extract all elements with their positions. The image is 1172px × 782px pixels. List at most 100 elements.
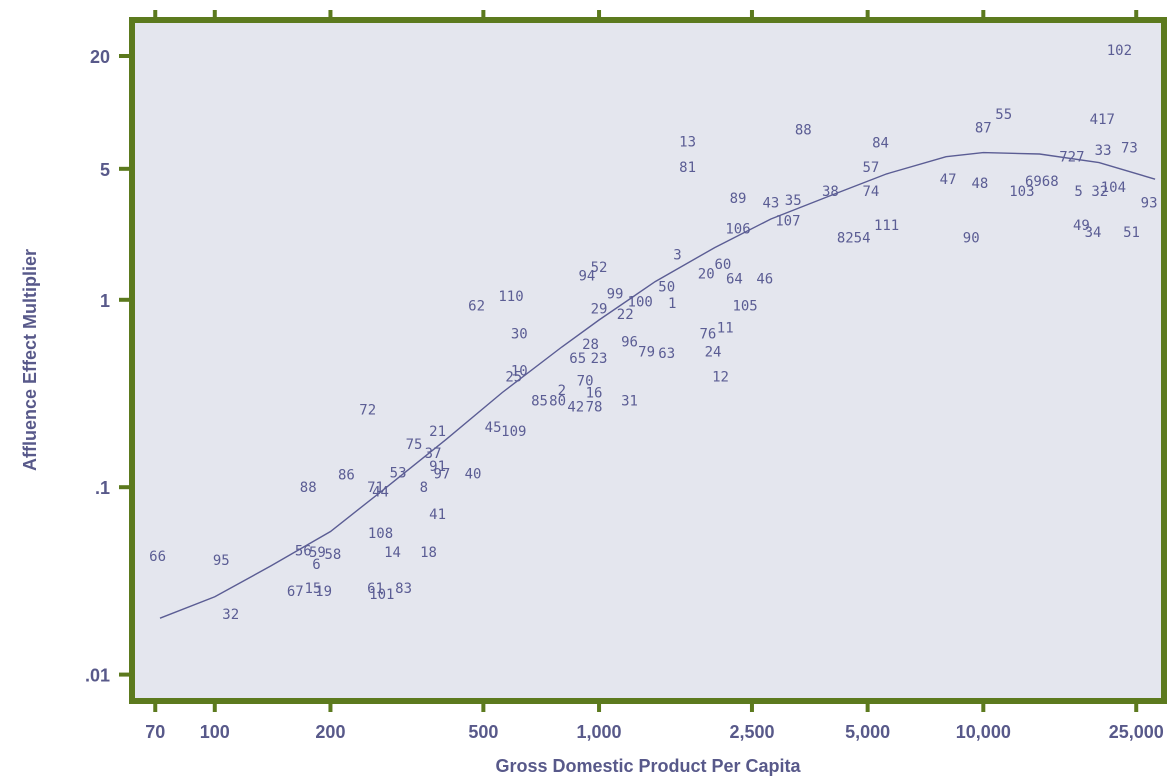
data-point-label: 99 [607, 287, 624, 303]
data-point-label: 88 [795, 123, 812, 139]
data-point-label: 10 [511, 363, 528, 379]
data-point-label: 30 [511, 327, 528, 343]
data-point-label: 32 [222, 607, 239, 623]
data-point-label: 94 [578, 268, 595, 284]
data-point-label: 13 [679, 134, 696, 150]
data-point-label: 16 [586, 386, 603, 402]
x-tick-label: 100 [200, 722, 230, 742]
data-point-label: 25 [505, 369, 522, 385]
data-point-label: 90 [963, 231, 980, 247]
data-point-label: 49 [1073, 218, 1090, 234]
data-point-label: 80 [549, 394, 566, 410]
data-point-label: 32 [1091, 184, 1108, 200]
data-point-label: 12 [712, 369, 729, 385]
x-tick-label: 25,000 [1109, 722, 1164, 742]
data-point-label: 59 [309, 545, 326, 561]
data-point-label: 87 [975, 121, 992, 137]
data-point-label: 55 [995, 107, 1012, 123]
data-point-label: 34 [1085, 225, 1102, 241]
y-tick-label: 5 [100, 160, 110, 180]
data-point-label: 33 [1095, 143, 1112, 159]
data-point-label: 107 [775, 214, 800, 230]
data-point-label: 14 [384, 545, 401, 561]
data-point-label: 89 [730, 191, 747, 207]
data-point-label: 76 [699, 327, 716, 343]
y-axis: .01 .1 1 5 20 [85, 47, 132, 686]
data-point-label: 1 [668, 296, 676, 312]
data-point-label: 71 [367, 480, 384, 496]
data-point-label: 15 [304, 581, 321, 597]
data-point-label: 108 [368, 526, 393, 542]
plot-area [129, 17, 1167, 704]
data-point-label: 101 [369, 587, 394, 603]
data-point-label: 29 [591, 301, 608, 317]
data-point-label: 79 [638, 345, 655, 361]
data-point-label: 23 [591, 351, 608, 367]
data-point-label: 24 [705, 345, 722, 361]
data-point-label: 21 [429, 424, 446, 440]
data-point-label: 72 [359, 402, 376, 418]
x-tick-label: 1,000 [577, 722, 622, 742]
data-point-label: 8254 [837, 231, 871, 247]
data-point-label: 67 [287, 584, 304, 600]
data-point-label: 42 [567, 399, 584, 415]
data-point-label: 5 [1074, 184, 1082, 200]
data-point-label: 96 [621, 334, 638, 350]
data-point-label: 11 [717, 321, 734, 337]
data-point-label: 50 [658, 279, 675, 295]
data-point-label: 20 [698, 267, 715, 283]
data-point-label: 417 [1090, 112, 1115, 128]
data-point-label: 86 [338, 467, 355, 483]
x-axis: 70 100 200 500 1,000 2,500 5,000 10,000 25,000 [145, 10, 1164, 742]
data-point-label: 91 [429, 459, 446, 475]
data-point-label: 18 [420, 545, 437, 561]
data-point-label: 111 [874, 218, 899, 234]
data-point-label: 85 [531, 394, 548, 410]
data-point-label: 47 [940, 172, 957, 188]
data-point-label: 66 [149, 549, 166, 565]
y-tick-label: 20 [90, 47, 110, 67]
x-tick-label: 70 [145, 722, 165, 742]
data-point-label: 41 [429, 507, 446, 523]
data-point-label: 31 [621, 394, 638, 410]
data-point-label: 45 [485, 420, 502, 436]
data-point-label: 110 [498, 289, 523, 305]
data-point-label: 58 [324, 547, 341, 563]
data-point-label: 70 [577, 374, 594, 390]
data-point-label: 73 [1121, 141, 1138, 157]
data-point-label: 6 [312, 557, 320, 573]
data-point-label: 106 [725, 222, 750, 238]
data-point-label: 727 [1059, 150, 1084, 166]
data-point-label: 6968 [1025, 174, 1059, 190]
data-point-label: 28 [582, 337, 599, 353]
data-point-label: 65 [569, 351, 586, 367]
data-point-label: 44 [372, 484, 389, 500]
data-point-label: 83 [395, 581, 412, 597]
y-tick-label: .1 [95, 478, 110, 498]
data-point-label: 22 [617, 307, 634, 323]
data-point-label: 48 [971, 176, 988, 192]
y-tick-label: .01 [85, 666, 110, 686]
data-point-label: 46 [756, 271, 773, 287]
x-axis-title: Gross Domestic Product Per Capita [495, 756, 801, 776]
data-point-label: 38 [822, 184, 839, 200]
fit-curve-layer [159, 151, 1156, 619]
data-point-label: 81 [679, 160, 696, 176]
x-tick-label: 10,000 [956, 722, 1011, 742]
data-point-label: 63 [658, 346, 675, 362]
data-point-label: 78 [586, 399, 603, 415]
data-point-label: 3 [673, 247, 681, 263]
data-point-label: 104 [1101, 180, 1126, 196]
data-point-label: 100 [628, 294, 653, 310]
data-point-label: 57 [862, 160, 879, 176]
x-tick-label: 500 [468, 722, 498, 742]
data-point-label: 8 [420, 480, 428, 496]
data-point-label: 97 [433, 467, 450, 483]
y-axis-title: Affluence Effect Multiplier [20, 249, 40, 471]
data-point-label: 105 [732, 299, 757, 315]
data-point-label: 19 [315, 584, 332, 600]
data-point-label: 64 [726, 271, 743, 287]
x-tick-label: 2,500 [729, 722, 774, 742]
